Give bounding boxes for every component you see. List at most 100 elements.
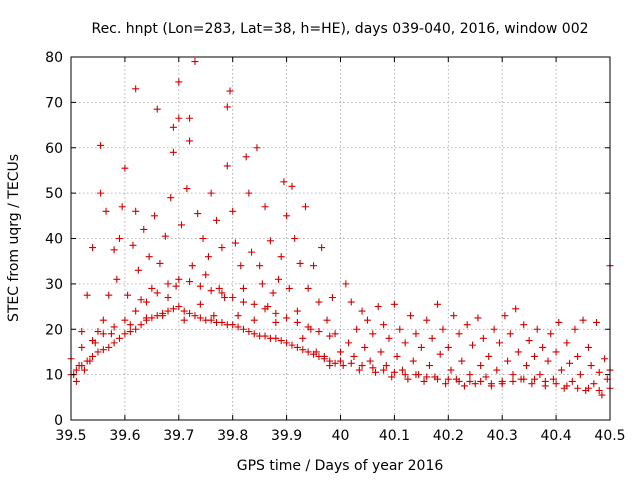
data-point [169, 123, 177, 131]
data-point [382, 362, 390, 370]
data-point [99, 346, 107, 354]
data-point [398, 366, 406, 374]
data-point [234, 323, 242, 331]
data-point [151, 212, 159, 220]
data-point [72, 377, 80, 385]
data-point [132, 307, 140, 315]
data-point [113, 275, 121, 283]
data-point [186, 278, 194, 286]
data-point [496, 339, 504, 347]
data-point [557, 366, 565, 374]
data-points [67, 58, 614, 399]
data-point [121, 330, 129, 338]
data-point [579, 316, 587, 324]
data-point [595, 387, 603, 395]
data-point [97, 189, 105, 197]
data-point [412, 371, 420, 379]
data-point [366, 357, 374, 365]
data-point [377, 348, 385, 356]
data-point [153, 312, 161, 320]
data-point [447, 366, 455, 374]
data-point [277, 253, 285, 261]
data-point [498, 380, 506, 388]
data-point [207, 287, 215, 295]
data-point [536, 371, 544, 379]
data-point [169, 148, 177, 156]
data-point [531, 352, 539, 360]
y-tick-label: 30 [45, 277, 63, 293]
data-point [547, 330, 555, 338]
data-point [196, 314, 204, 322]
data-point [186, 309, 194, 317]
data-point [522, 362, 530, 370]
data-point [239, 284, 247, 292]
data-point [436, 350, 444, 358]
data-point [385, 334, 393, 342]
data-point [320, 355, 328, 363]
data-point [301, 203, 309, 211]
data-point [218, 244, 226, 252]
chart-title: Rec. hnpt (Lon=283, Lat=38, h=HE), days … [91, 21, 588, 37]
data-point [78, 362, 86, 370]
data-point [126, 321, 134, 329]
data-point [450, 312, 458, 320]
data-point [455, 377, 463, 385]
data-point [110, 246, 118, 254]
data-point [417, 343, 425, 351]
data-point [444, 343, 452, 351]
data-point [363, 316, 371, 324]
data-point [401, 339, 409, 347]
data-point [479, 334, 487, 342]
data-point [372, 368, 380, 376]
data-point [142, 298, 150, 306]
data-point [237, 262, 245, 270]
data-point [380, 321, 388, 329]
data-point [490, 325, 498, 333]
data-point [428, 334, 436, 342]
data-point [412, 330, 420, 338]
data-point [261, 305, 269, 313]
y-tick-label: 10 [45, 368, 63, 384]
data-point [328, 293, 336, 301]
data-point [493, 366, 501, 374]
data-point [552, 348, 560, 356]
data-point [552, 380, 560, 388]
data-point [331, 330, 339, 338]
x-tick-label: 39.5 [55, 428, 86, 444]
data-point [121, 164, 129, 172]
data-point [83, 291, 91, 299]
data-point [304, 348, 312, 356]
data-point [466, 371, 474, 379]
data-point [223, 162, 231, 170]
data-point [250, 330, 258, 338]
data-point [148, 314, 156, 322]
data-point [99, 316, 107, 324]
axis-ticks: 39.5 39.6 39.7 39.8 39.9 40 40.1 40.2 40.3 40.4 40… [45, 50, 625, 444]
data-point [175, 78, 183, 86]
data-point [425, 362, 433, 370]
y-tick-label: 80 [45, 50, 63, 66]
x-axis-label: GPS time / Days of year 2016 [237, 458, 444, 474]
data-point [172, 282, 180, 290]
data-point [94, 348, 102, 356]
data-point [80, 366, 88, 374]
data-point [272, 309, 280, 317]
data-point [337, 357, 344, 365]
data-point [250, 300, 258, 308]
data-point [469, 341, 477, 349]
data-point [107, 330, 115, 338]
data-point [509, 377, 517, 385]
data-point [110, 323, 118, 331]
data-point [132, 207, 140, 215]
data-point [239, 325, 247, 333]
data-point [304, 284, 312, 292]
data-point [169, 305, 177, 313]
data-point [248, 248, 256, 256]
data-point [423, 316, 431, 324]
data-point [89, 337, 97, 345]
data-point [520, 375, 528, 383]
data-point [134, 266, 142, 274]
data-point [256, 262, 264, 270]
data-point [420, 377, 428, 385]
